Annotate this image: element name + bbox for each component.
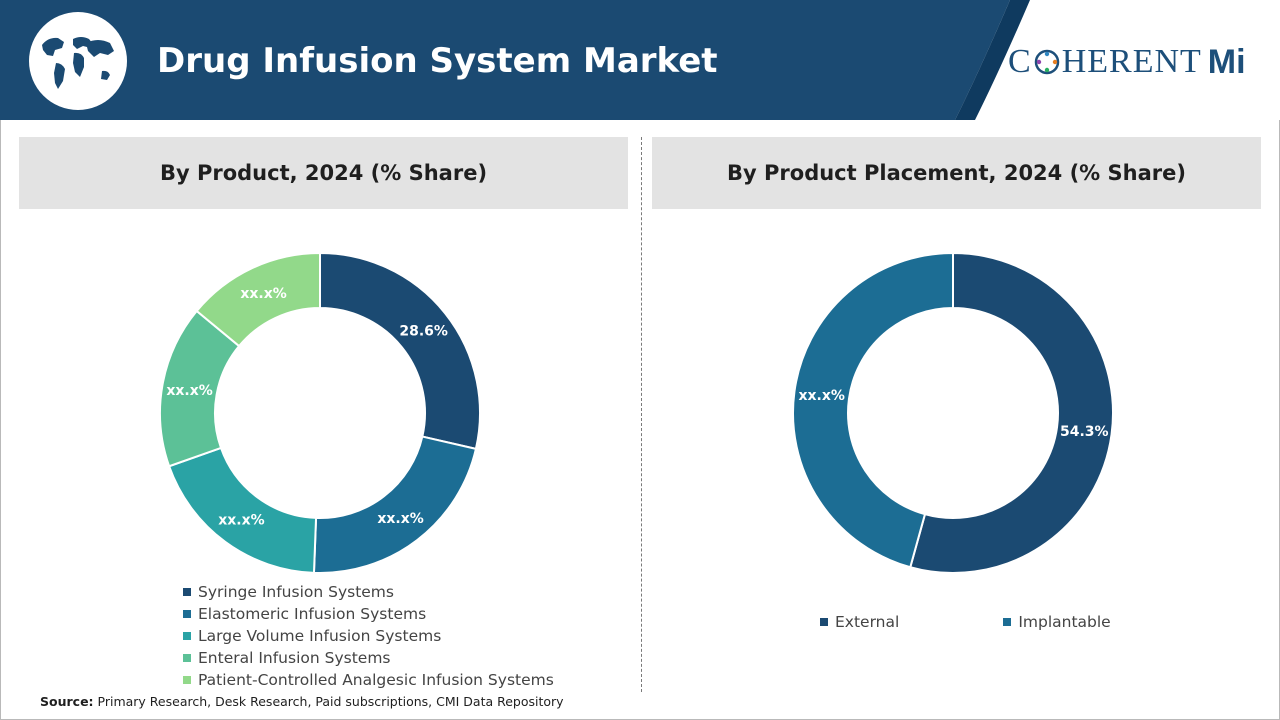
product-slice-label-0: 28.6% [399, 323, 448, 339]
source-note: Source: Primary Research, Desk Research,… [40, 694, 564, 709]
product-legend-swatch-2 [183, 632, 191, 640]
product-slice-label-1: xx.x% [377, 511, 423, 527]
product-legend-item-4: Patient-Controlled Analgesic Infusion Sy… [183, 669, 554, 691]
product-legend-swatch-3 [183, 654, 191, 662]
placement-legend-label-1: Implantable [1018, 613, 1111, 631]
header-banner: Drug Infusion System Market C HERENT Mi [0, 0, 1280, 120]
product-slice-2 [167, 446, 318, 574]
product-slice-label-3: xx.x% [166, 383, 212, 399]
company-logo: C HERENT Mi [1008, 40, 1246, 84]
product-slice-1 [312, 435, 478, 574]
product-legend-item-3: Enteral Infusion Systems [183, 647, 554, 669]
product-legend-label-4: Patient-Controlled Analgesic Infusion Sy… [198, 671, 554, 689]
placement-legend-swatch-1 [1003, 618, 1012, 626]
product-legend-item-2: Large Volume Infusion Systems [183, 625, 554, 647]
placement-legend-item-0: External [820, 611, 899, 633]
product-slice-4 [195, 251, 321, 348]
product-slice-0 [319, 251, 481, 451]
product-chart-title: By Product, 2024 (% Share) [19, 137, 628, 209]
product-legend-label-3: Enteral Infusion Systems [198, 649, 391, 667]
product-legend-item-0: Syringe Infusion Systems [183, 581, 554, 603]
globe-icon [29, 12, 127, 110]
placement-legend-item-1: Implantable [1003, 611, 1111, 633]
placement-legend-swatch-0 [820, 618, 828, 626]
product-slice-label-2: xx.x% [218, 513, 264, 529]
placement-slice-1 [792, 251, 954, 569]
product-legend-label-1: Elastomeric Infusion Systems [198, 605, 427, 623]
banner-shape [0, 0, 1030, 120]
product-legend-label-0: Syringe Infusion Systems [198, 583, 394, 601]
product-legend: Syringe Infusion Systems Elastomeric Infu… [183, 581, 554, 691]
placement-legend-label-0: External [835, 613, 900, 631]
logo-ring-icon [1034, 49, 1059, 75]
product-legend-swatch-4 [183, 676, 191, 684]
page-title: Drug Infusion System Market [157, 41, 718, 81]
placement-chart-title: By Product Placement, 2024 (% Share) [652, 137, 1261, 209]
product-legend-swatch-1 [183, 610, 191, 618]
logo-text-right: HERENT [1061, 43, 1202, 80]
placement-slice-label-0: 54.3% [1060, 424, 1109, 440]
product-legend-swatch-0 [183, 588, 191, 596]
placement-slice-label-1: xx.x% [798, 388, 844, 404]
placement-slice-0 [909, 251, 1114, 574]
source-label: Source: [40, 694, 94, 709]
logo-text-left: C [1008, 43, 1032, 80]
product-slice-label-4: xx.x% [240, 286, 286, 302]
placement-legend: External Implantable [820, 611, 1215, 633]
product-legend-label-2: Large Volume Infusion Systems [198, 627, 442, 645]
source-text: Primary Research, Desk Research, Paid su… [93, 694, 564, 709]
logo-mark: Mi [1207, 42, 1246, 81]
product-legend-item-1: Elastomeric Infusion Systems [183, 603, 554, 625]
panel-divider [641, 137, 642, 692]
